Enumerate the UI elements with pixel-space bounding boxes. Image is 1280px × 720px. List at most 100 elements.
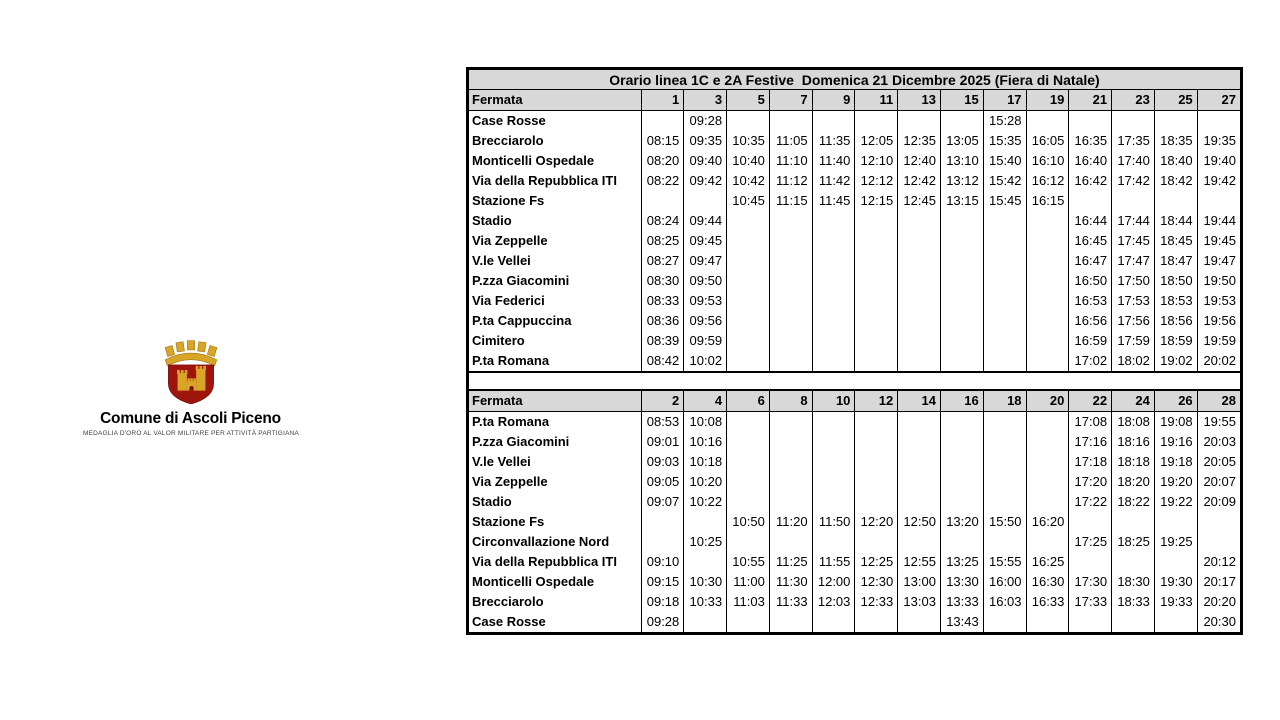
time-cell [1196,191,1240,211]
time-cell [1153,612,1198,632]
stop-name-cell: Circonvallazione Nord [472,534,610,549]
time-cell [768,271,813,291]
time-cell [1025,331,1069,351]
time-cell: 16:45 [1068,231,1112,251]
time-cell: 19:40 [1196,151,1240,171]
time-cell [982,472,1027,492]
table-row: P.zza Giacomini 09:01 10:16 17:16 18:16 19:16… [469,432,1240,452]
time-cell [1025,452,1069,472]
time-cell [1025,411,1069,432]
time-cell: 17:08 [1068,411,1112,432]
time-cell [1153,512,1198,532]
time-cell [811,231,855,251]
time-cell [1025,612,1069,632]
time-cell: 15:42 [982,171,1027,191]
time-cell: 20:02 [1196,351,1240,371]
time-cell: 18:30 [1111,572,1155,592]
time-cell: 10:40 [726,151,770,171]
time-cell [1025,432,1069,452]
time-cell [854,351,898,371]
time-cell: 10:16 [683,432,727,452]
time-cell: 17:22 [1068,492,1112,512]
time-cell [1111,552,1155,572]
time-cell: 16:44 [1068,211,1112,231]
stop-name-cell: Via della Repubblica ITI [472,554,617,569]
time-cell [768,472,813,492]
time-cell [854,311,898,331]
time-cell [811,472,855,492]
time-cell [1025,231,1069,251]
time-cell [939,291,984,311]
time-cell: 15:35 [982,131,1027,151]
time-cell: 20:30 [1196,612,1240,632]
time-cell: 08:39 [640,331,684,351]
time-cell [1111,612,1155,632]
time-cell [897,411,941,432]
time-cell: 17:44 [1111,211,1155,231]
time-cell: 19:08 [1153,411,1198,432]
time-cell: 16:42 [1068,171,1112,191]
time-cell: 09:15 [640,572,684,592]
time-cell: 18:47 [1153,251,1198,271]
time-cell: 16:33 [1025,592,1069,612]
time-cell: 19:50 [1196,271,1240,291]
time-cell: 10:22 [683,492,727,512]
time-cell [939,432,984,452]
time-cell [982,331,1027,351]
time-cell [811,271,855,291]
time-cell [939,492,984,512]
time-cell [939,110,984,131]
time-cell [726,411,770,432]
time-cell: 16:50 [1068,271,1112,291]
time-cell [726,492,770,512]
stop-name-cell: V.le Vellei [472,253,531,268]
time-cell [1068,191,1112,211]
time-cell [854,472,898,492]
time-cell: 09:40 [683,151,727,171]
run-number-header-cell: 19 [1025,90,1069,111]
time-cell [811,311,855,331]
time-cell [768,331,813,351]
time-cell [1068,512,1112,532]
time-cell: 10:25 [683,532,727,552]
time-cell: 11:25 [768,552,813,572]
time-cell [726,231,770,251]
time-cell [897,331,941,351]
time-cell [726,472,770,492]
time-cell: 12:05 [854,131,898,151]
time-cell [939,311,984,331]
time-cell [1196,532,1240,552]
time-cell [897,251,941,271]
time-cell: 20:12 [1196,552,1240,572]
time-cell [854,231,898,251]
time-cell [939,452,984,472]
stop-name-cell: Monticelli Ospedale [472,574,595,589]
run-number-header-cell: 16 [939,391,984,412]
time-cell: 10:42 [726,171,770,191]
time-cell: 08:30 [640,271,684,291]
stop-name-cell: Via Federici [472,293,545,308]
time-cell: 19:42 [1196,171,1240,191]
time-cell: 09:42 [683,171,727,191]
time-cell: 16:53 [1068,291,1112,311]
time-cell: 11:20 [768,512,813,532]
time-cell: 18:02 [1111,351,1155,371]
time-cell: 12:03 [811,592,855,612]
time-cell [811,411,855,432]
time-cell [854,432,898,452]
time-cell [939,351,984,371]
time-cell: 09:03 [640,452,684,472]
time-cell: 09:07 [640,492,684,512]
table-row: Brecciarolo 08:15 09:35 10:35 11:05 11:35 12:0… [469,131,1240,151]
time-cell [982,311,1027,331]
time-cell: 09:10 [640,552,684,572]
time-cell: 13:20 [939,512,984,532]
run-number-header-cell: 18 [982,391,1027,412]
time-cell [897,452,941,472]
time-cell [854,492,898,512]
stop-name-cell: Case Rosse [472,113,546,128]
time-cell [982,211,1027,231]
time-cell [897,231,941,251]
time-cell [768,291,813,311]
time-cell [1111,512,1155,532]
